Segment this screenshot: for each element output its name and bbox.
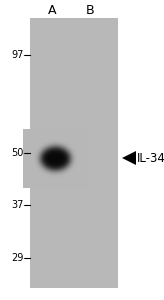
Text: 29-: 29-: [11, 253, 27, 263]
Text: A: A: [48, 4, 56, 16]
Bar: [30, 18, 118, 288]
Text: 97-: 97-: [11, 50, 27, 60]
Text: IL-34: IL-34: [137, 152, 164, 164]
Text: 37-: 37-: [11, 200, 27, 210]
Text: 50-: 50-: [11, 148, 27, 158]
Polygon shape: [122, 151, 136, 165]
Text: B: B: [86, 4, 94, 16]
